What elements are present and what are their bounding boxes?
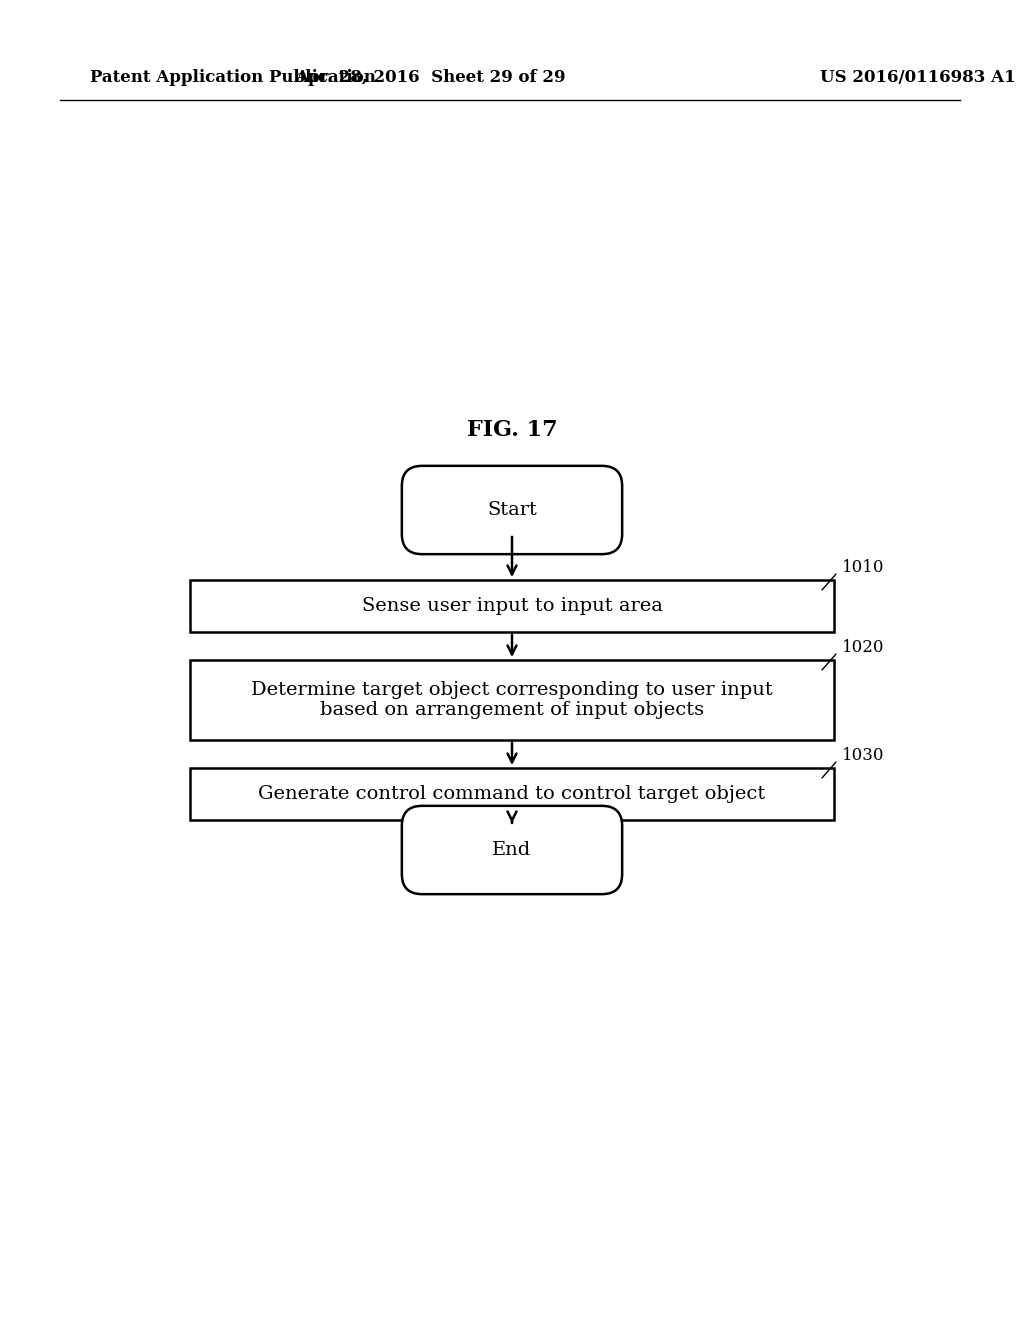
Text: US 2016/0116983 A1: US 2016/0116983 A1 (820, 70, 1016, 87)
Text: FIG. 17: FIG. 17 (467, 418, 557, 441)
Text: 1020: 1020 (842, 639, 885, 656)
Text: Apr. 28, 2016  Sheet 29 of 29: Apr. 28, 2016 Sheet 29 of 29 (295, 70, 565, 87)
Text: Determine target object corresponding to user input
based on arrangement of inpu: Determine target object corresponding to… (251, 681, 773, 719)
Text: Sense user input to input area: Sense user input to input area (361, 597, 663, 615)
FancyBboxPatch shape (401, 466, 623, 554)
Text: Patent Application Publication: Patent Application Publication (90, 70, 376, 87)
Text: 1010: 1010 (842, 558, 885, 576)
Text: End: End (493, 841, 531, 859)
Bar (190, 660, 834, 741)
Text: 1030: 1030 (842, 747, 885, 764)
FancyBboxPatch shape (401, 805, 623, 894)
Bar (190, 768, 834, 820)
Bar (190, 579, 834, 632)
Text: Start: Start (487, 502, 537, 519)
Text: Generate control command to control target object: Generate control command to control targ… (258, 785, 766, 803)
